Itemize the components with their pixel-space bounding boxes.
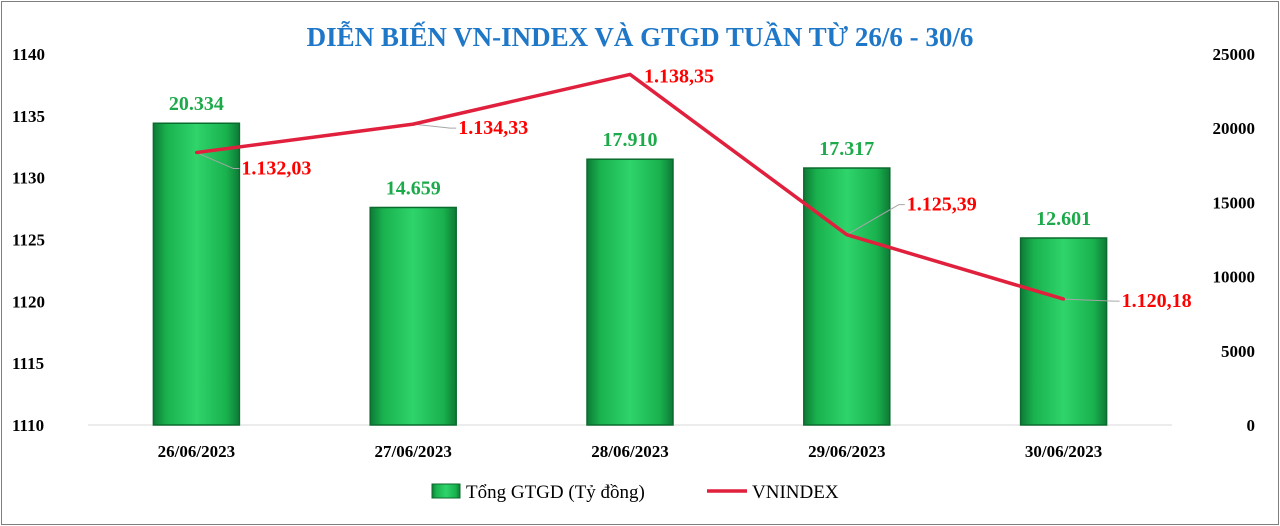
line-point (194, 151, 198, 155)
bar-data-label: 20.334 (169, 93, 224, 115)
line-data-label: 1.138,35 (644, 65, 714, 87)
label-leader-line (413, 123, 457, 129)
right-axis-tick-label: 0 (1247, 416, 1256, 435)
bar (1019, 237, 1108, 426)
right-axis-tick-label: 20000 (1213, 119, 1256, 138)
line-point (845, 233, 849, 237)
bar (586, 158, 674, 426)
line-point (411, 122, 415, 126)
left-axis-tick-label: 1135 (12, 107, 45, 126)
left-axis-tick-label: 1110 (12, 416, 44, 435)
legend-label: Tổng GTGD (Tỷ đồng) (466, 482, 645, 503)
left-axis-tick-label: 1140 (12, 45, 45, 64)
legend-label: VNINDEX (752, 482, 839, 503)
line-data-label: 1.132,03 (241, 158, 311, 180)
label-leader-line (196, 152, 240, 170)
right-axis-tick-label: 10000 (1213, 268, 1256, 287)
legend-swatch-bar (431, 483, 461, 499)
line-data-label: 1.134,33 (458, 117, 528, 139)
right-axis-tick-label: 5000 (1221, 342, 1255, 361)
x-axis-tick-label: 27/06/2023 (374, 442, 451, 461)
line-point (1062, 297, 1066, 301)
bar-data-label: 17.910 (603, 129, 658, 151)
bar-data-label: 17.317 (819, 138, 874, 160)
bar-data-label: 12.601 (1036, 208, 1091, 230)
left-axis-tick-label: 1130 (12, 169, 45, 188)
x-axis-tick-label: 30/06/2023 (1025, 442, 1102, 461)
x-axis-tick-label: 29/06/2023 (808, 442, 885, 461)
line-data-label: 1.120,18 (1122, 290, 1192, 312)
left-axis-tick-label: 1115 (12, 354, 44, 373)
bar-data-label: 14.659 (386, 177, 441, 199)
label-leader-line (1063, 298, 1120, 302)
x-axis-tick-label: 28/06/2023 (591, 442, 668, 461)
label-leader-line (846, 204, 905, 236)
right-axis-tick-label: 15000 (1213, 193, 1256, 212)
bar (803, 167, 891, 426)
left-axis-tick-label: 1120 (12, 292, 45, 311)
line-point (628, 72, 632, 76)
left-axis-tick-label: 1125 (12, 231, 45, 250)
x-axis-tick-label: 26/06/2023 (158, 442, 235, 461)
right-axis-tick-label: 25000 (1213, 45, 1256, 64)
bar (152, 122, 241, 426)
bar (369, 206, 457, 426)
line-data-label: 1.125,39 (907, 194, 977, 216)
chart-title: DIỄN BIẾN VN-INDEX VÀ GTGD TUẦN TỪ 26/6 … (307, 21, 974, 52)
